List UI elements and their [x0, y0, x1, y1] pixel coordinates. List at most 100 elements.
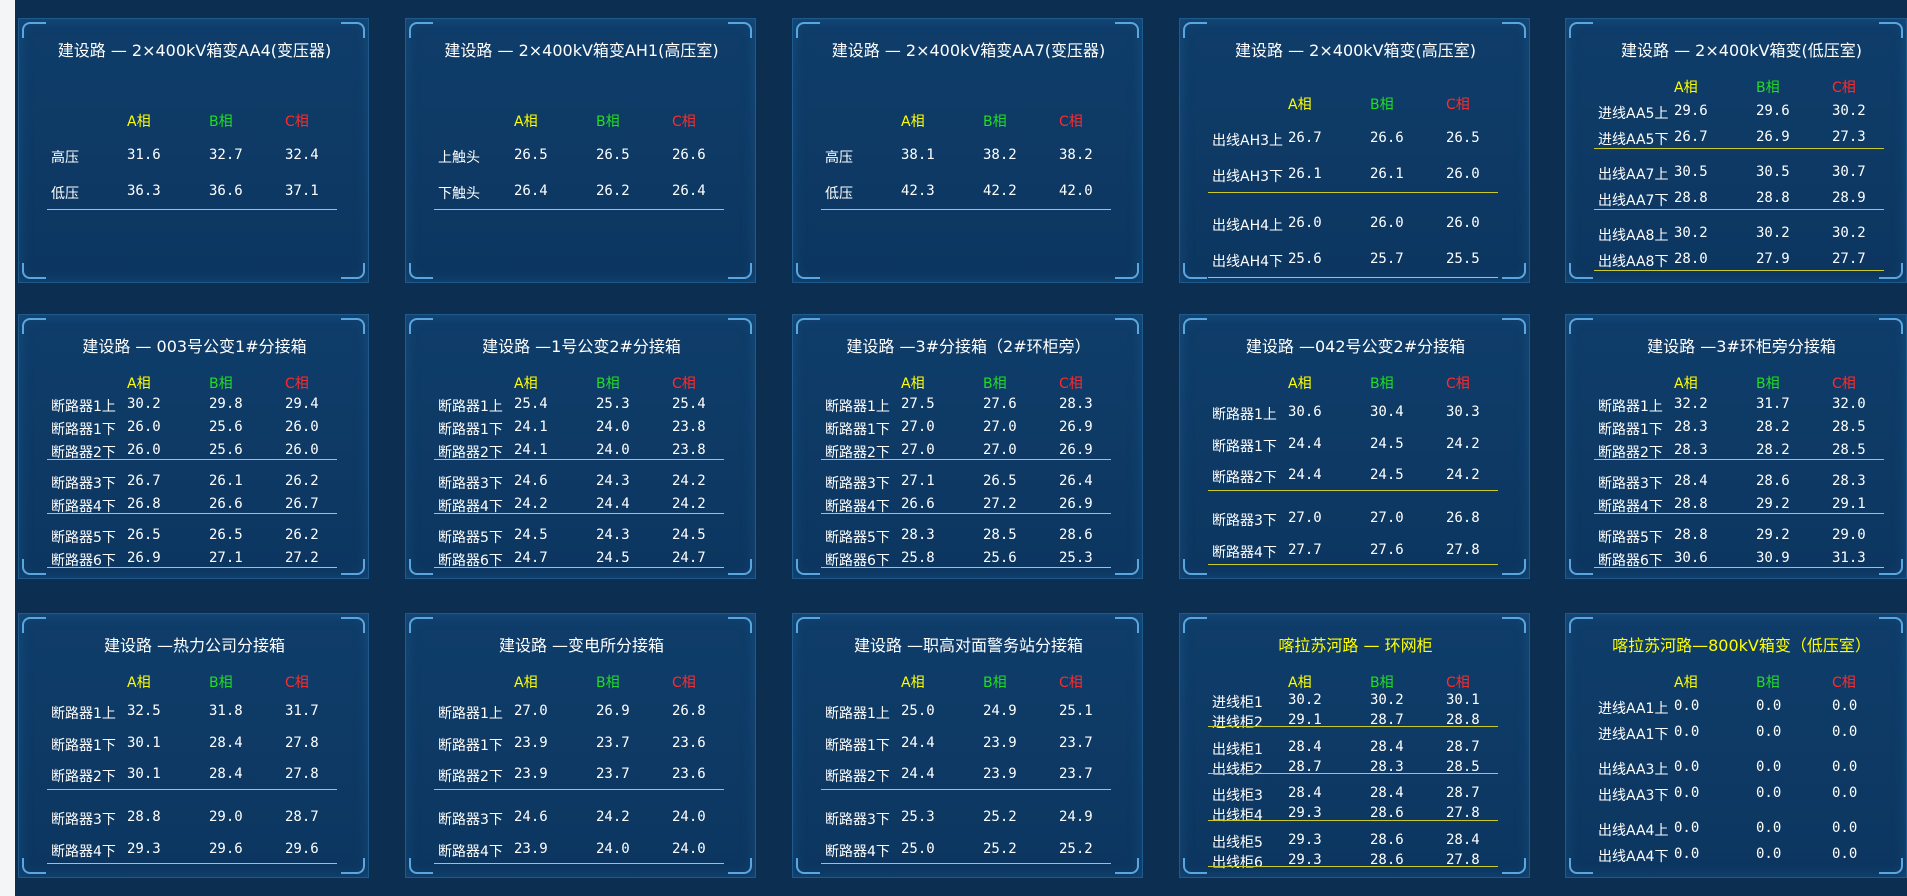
- phase-header: A相: [1674, 675, 1698, 691]
- phase-header: C相: [285, 675, 309, 691]
- reading: 29.1: [1832, 495, 1866, 512]
- reading: 30.1: [1446, 691, 1480, 708]
- reading: 24.1: [514, 418, 548, 435]
- reading: 26.9: [1756, 128, 1790, 145]
- panel: 建设路 —3#环柜旁分接箱 A相 B相 C相 断路器1上 32.2 31.7 32.0 断路器1…: [1565, 314, 1907, 579]
- reading: 28.7: [1446, 738, 1480, 755]
- corner-deco: [1502, 263, 1526, 279]
- corner-deco: [22, 263, 46, 279]
- row-label: 断路器3下: [51, 476, 116, 492]
- row-label: 断路器1下: [51, 421, 116, 438]
- reading: 26.2: [596, 183, 630, 199]
- row-label: 断路器1上: [51, 398, 116, 415]
- corner-deco: [1502, 559, 1526, 575]
- separator: [434, 458, 724, 460]
- row-label: 低压: [51, 186, 79, 202]
- row-label: 断路器2下: [1598, 444, 1663, 461]
- reading: 27.0: [514, 703, 548, 720]
- phase-header: A相: [1288, 97, 1312, 113]
- panel: 建设路 —职高对面警务站分接箱 A相 B相 C相 断路器1上 25.0 24.9 25.1 断路…: [792, 613, 1143, 878]
- panel: 建设路 — 2×400kV箱变(高压室) A相 B相 C相 出线AH3上 26.7 26.6…: [1179, 18, 1530, 283]
- corner-deco: [1502, 617, 1526, 633]
- reading: 23.8: [672, 418, 706, 435]
- reading: 0.0: [1756, 697, 1782, 714]
- reading: 24.9: [983, 703, 1017, 720]
- reading: 26.6: [1370, 130, 1404, 146]
- reading: 32.0: [1832, 395, 1866, 412]
- reading: 27.6: [983, 395, 1017, 412]
- reading: 24.9: [1059, 809, 1093, 825]
- row-label: 断路器1下: [438, 737, 503, 754]
- reading: 24.4: [1288, 467, 1322, 484]
- phase-header: B相: [983, 675, 1007, 691]
- row-label: 进线柜1: [1212, 694, 1263, 711]
- reading: 23.7: [1059, 734, 1093, 751]
- corner-deco: [1502, 22, 1526, 38]
- reading: 24.7: [514, 550, 548, 566]
- reading: 25.0: [901, 840, 935, 857]
- reading: 24.6: [514, 809, 548, 825]
- phase-header: A相: [514, 114, 538, 130]
- separator: [1594, 458, 1884, 460]
- row-label: 断路器1下: [1598, 421, 1663, 438]
- reading: 28.6: [1756, 473, 1790, 489]
- phase-header: A相: [1288, 376, 1312, 392]
- row-label: 断路器5下: [438, 530, 503, 547]
- reading: 24.6: [514, 473, 548, 489]
- reading: 28.9: [1832, 189, 1866, 206]
- phase-header: C相: [1059, 114, 1083, 130]
- reading: 29.3: [127, 840, 161, 857]
- reading: 26.7: [127, 473, 161, 489]
- corner-deco: [1115, 22, 1139, 38]
- row-label: 高压: [825, 150, 853, 166]
- phase-header: C相: [1832, 675, 1856, 691]
- separator: [821, 863, 1111, 865]
- phase-header: A相: [901, 114, 925, 130]
- reading: 30.4: [1370, 404, 1404, 421]
- reading: 26.4: [1059, 473, 1093, 489]
- reading: 27.0: [1288, 510, 1322, 526]
- reading: 26.7: [1288, 130, 1322, 146]
- row-label: 断路器1上: [825, 706, 890, 723]
- reading: 26.0: [285, 441, 319, 458]
- panel: 建设路 — 003号公变1#分接箱 A相 B相 C相 断路器1上 30.2 29.8 29.4…: [18, 314, 369, 579]
- panel: 喀拉苏河路 — 环网柜 A相 B相 C相 进线柜1 30.2 30.2 30.1 进线柜2 29.…: [1179, 613, 1530, 878]
- panel: 喀拉苏河路—800kV箱变（低压室） A相 B相 C相 进线AA1上 0.0 0.0 0.0 进…: [1565, 613, 1907, 878]
- row-label: 断路器1上: [1598, 398, 1663, 415]
- corner-deco: [1569, 617, 1593, 633]
- phase-header: B相: [1370, 97, 1394, 113]
- reading: 0.0: [1674, 723, 1700, 740]
- reading: 30.6: [1288, 404, 1322, 421]
- reading: 0.0: [1756, 846, 1782, 863]
- corner-deco: [1879, 617, 1903, 633]
- corner-deco: [796, 318, 820, 334]
- panel-title: 建设路 — 2×400kV箱变(低压室): [1621, 41, 1862, 60]
- reading: 0.0: [1756, 723, 1782, 740]
- phase-header: C相: [285, 114, 309, 130]
- phase-header: B相: [209, 675, 233, 691]
- phase-header: C相: [672, 675, 696, 691]
- row-label: 断路器1上: [438, 706, 503, 723]
- phase-header: A相: [514, 675, 538, 691]
- reading: 28.2: [1756, 418, 1790, 435]
- row-label: 出线AA8下: [1598, 254, 1669, 271]
- reading: 27.8: [285, 766, 319, 783]
- reading: 28.4: [209, 734, 243, 751]
- row-label: 出线柜3: [1212, 788, 1263, 805]
- panel: 建设路 — 2×400kV箱变AH1(高压室) A相 B相 C相 上触头 26.5 26.5…: [405, 18, 756, 283]
- reading: 28.8: [1674, 495, 1708, 512]
- reading: 28.8: [1756, 189, 1790, 206]
- reading: 28.6: [1370, 832, 1404, 849]
- reading: 26.1: [1288, 166, 1322, 182]
- phase-header: C相: [1446, 675, 1470, 691]
- reading: 27.3: [1832, 128, 1866, 145]
- row-label: 断路器4下: [51, 498, 116, 515]
- row-label: 断路器4下: [1212, 544, 1277, 561]
- reading: 27.8: [1446, 852, 1480, 869]
- reading: 25.3: [1059, 550, 1093, 566]
- panel-title: 喀拉苏河路—800kV箱变（低压室）: [1612, 636, 1871, 655]
- reading: 28.4: [1674, 473, 1708, 489]
- row-label: 进线AA5上: [1598, 105, 1669, 122]
- phase-header: A相: [1674, 376, 1698, 392]
- corner-deco: [1115, 318, 1139, 334]
